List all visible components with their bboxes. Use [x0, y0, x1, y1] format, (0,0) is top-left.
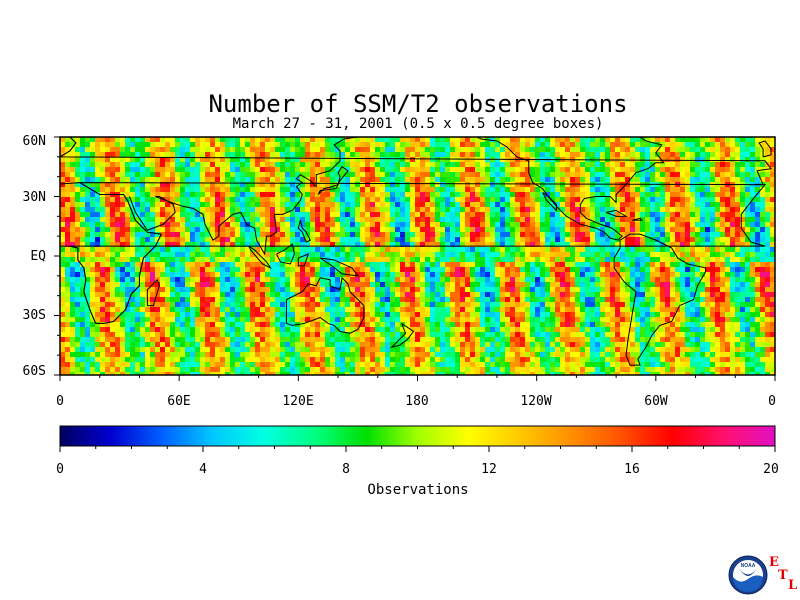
colorbar	[59, 425, 776, 447]
lat-label-eq: EQ	[30, 249, 46, 264]
axis-ticks	[54, 136, 776, 381]
lat-label-60s: 60S	[22, 364, 46, 379]
lat-label-30n: 30N	[22, 190, 46, 205]
etl-letter-t: T	[778, 568, 788, 583]
etl-letter-e: E	[769, 555, 779, 570]
colorbar-tick-4: 4	[199, 462, 207, 477]
lon-label-120e: 120E	[282, 394, 314, 409]
noaa-logo: NOAA	[728, 555, 768, 595]
page-title: Number of SSM/T2 observations	[208, 90, 628, 118]
colorbar-tick-0: 0	[56, 462, 64, 477]
colorbar-tick-20: 20	[763, 462, 779, 477]
lat-label-30s: 30S	[22, 308, 46, 323]
colorbar-tick-12: 12	[481, 462, 497, 477]
lon-label-0-east: 0	[768, 394, 776, 409]
colorbar-tick-8: 8	[342, 462, 350, 477]
lon-label-60w: 60W	[644, 394, 668, 409]
lon-label-180: 180	[405, 394, 429, 409]
lon-label-120w: 120W	[520, 394, 552, 409]
observation-field	[60, 137, 775, 375]
lon-label-60e: 60E	[167, 394, 191, 409]
coastlines	[60, 137, 772, 366]
noaa-logo-text: NOAA	[741, 563, 756, 569]
etl-letter-l: L	[788, 578, 798, 593]
colorbar-ticks	[59, 446, 776, 452]
lat-label-60n: 60N	[22, 134, 46, 149]
page-subtitle: March 27 - 31, 2001 (0.5 x 0.5 degree bo…	[232, 116, 604, 132]
lon-label-0: 0	[56, 394, 64, 409]
colorbar-tick-16: 16	[624, 462, 640, 477]
colorbar-label: Observations	[367, 482, 469, 498]
